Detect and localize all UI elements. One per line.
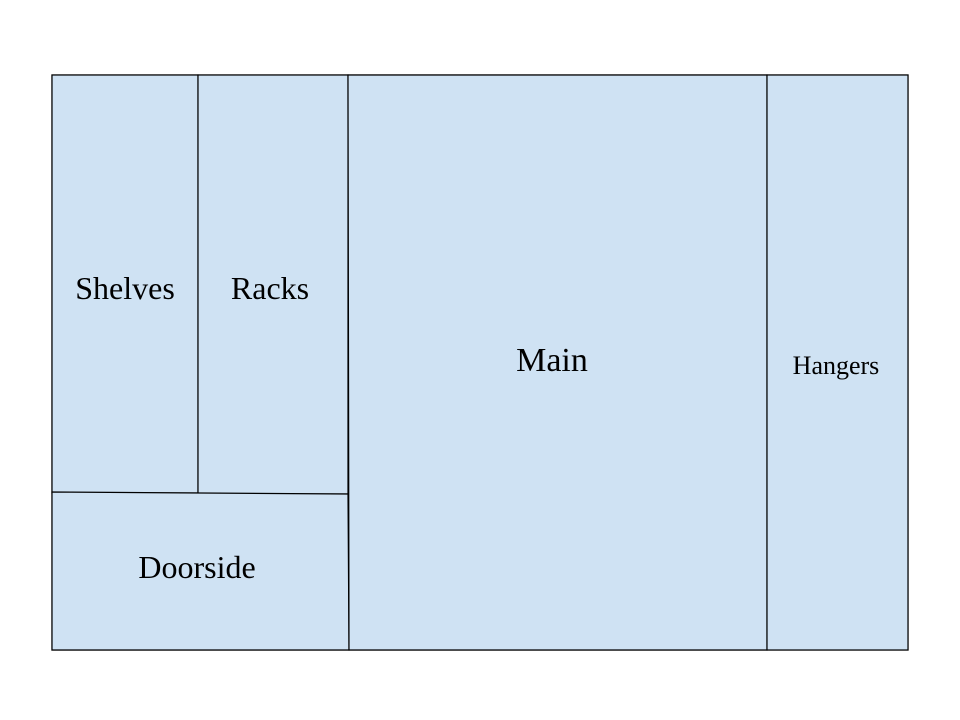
zone-label-doorside: Doorside xyxy=(138,549,255,585)
zone-label-hangers: Hangers xyxy=(793,351,880,380)
zone-hangers xyxy=(766,74,909,651)
zone-racks xyxy=(197,74,349,495)
zone-label-main: Main xyxy=(516,342,588,379)
zone-label-shelves: Shelves xyxy=(75,270,175,306)
zone-shelves xyxy=(51,74,199,494)
zone-label-racks: Racks xyxy=(231,270,309,306)
